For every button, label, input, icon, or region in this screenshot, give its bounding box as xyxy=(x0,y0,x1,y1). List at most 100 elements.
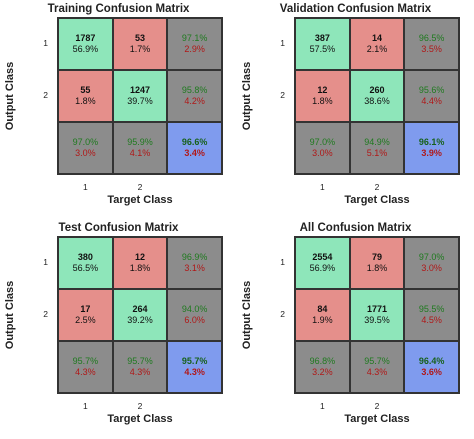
x-axis-label: Target Class xyxy=(344,413,410,425)
matrix-cell: 1787 56.9% xyxy=(58,18,113,70)
cell-percent: 1.8% xyxy=(312,96,333,106)
matrix-cell: 260 38.6% xyxy=(349,70,405,122)
confusion-matrix-panel: Training Confusion Matrix 1787 56.9% 53 1.7%… xyxy=(0,0,237,219)
cell-percent: 1.7% xyxy=(129,44,151,54)
cell-value: 96.4% xyxy=(418,356,445,366)
cell-value: 94.9% xyxy=(364,137,390,147)
cell-percent: 3.6% xyxy=(421,367,442,377)
confusion-matrix-panel: Validation Confusion Matrix 387 57.5% 14 2.1… xyxy=(237,0,474,219)
cell-value: 387 xyxy=(314,33,330,43)
cell-percent: 6.0% xyxy=(184,315,205,325)
matrix-cell: 95.7% 4.3% xyxy=(112,341,168,393)
matrix-cell: 264 39.2% xyxy=(112,289,168,341)
cell-percent: 4.3% xyxy=(184,367,205,377)
y-tick-label: 1 xyxy=(43,257,48,267)
matrix-cell: 12 1.8% xyxy=(295,70,350,122)
cell-value: 95.5% xyxy=(418,304,445,314)
y-axis-label-text: Output Class xyxy=(4,61,16,131)
x-tick-label: 1 xyxy=(319,401,325,411)
matrix-cell: 97.0% 3.0% xyxy=(58,122,113,174)
cell-value: 97.0% xyxy=(72,137,99,147)
x-axis-label: Target Class xyxy=(107,413,173,425)
cell-percent: 1.8% xyxy=(75,96,96,106)
x-tick-label: 2 xyxy=(137,401,143,411)
matrix-cell: 55 1.8% xyxy=(58,70,113,122)
x-tick-label: 1 xyxy=(82,401,88,411)
matrix-grid: 380 56.5% 12 1.8% 96.9% 3.1% 17 2.5% 264 39.2% 94.… xyxy=(57,236,223,394)
chart-title: Validation Confusion Matrix xyxy=(279,3,432,15)
cell-value: 95.9% xyxy=(127,137,153,147)
matrix-cell: 94.9% 5.1% xyxy=(349,122,405,174)
cell-percent: 4.2% xyxy=(184,96,205,106)
x-tick-label: 2 xyxy=(137,182,143,192)
matrix-cell: 97.1% 2.9% xyxy=(167,18,222,70)
matrix-cell: 1771 39.5% xyxy=(349,289,405,341)
cell-value: 95.7% xyxy=(364,356,390,366)
matrix-cell: 1247 39.7% xyxy=(112,70,168,122)
cell-percent: 1.8% xyxy=(366,263,388,273)
cell-percent: 39.7% xyxy=(127,96,153,106)
cell-value: 12 xyxy=(317,85,328,95)
cell-value: 380 xyxy=(77,252,93,262)
cell-percent: 3.0% xyxy=(421,263,442,273)
cell-value: 95.8% xyxy=(181,85,208,95)
cell-percent: 39.2% xyxy=(127,315,153,325)
matrix-cell: 95.7% 4.3% xyxy=(58,341,113,393)
matrix-cell: 96.6% 3.4% xyxy=(167,122,222,174)
matrix-cell: 84 1.9% xyxy=(295,289,350,341)
cell-percent: 3.0% xyxy=(312,148,333,158)
cell-percent: 56.9% xyxy=(72,44,99,54)
cell-percent: 39.5% xyxy=(364,315,390,325)
y-axis-label-text: Output Class xyxy=(241,61,253,131)
y-tick-label: 1 xyxy=(280,257,285,267)
y-axis-label-text: Output Class xyxy=(4,280,16,350)
matrix-cell: 95.6% 4.4% xyxy=(404,70,459,122)
cell-value: 17 xyxy=(80,304,91,314)
cell-value: 95.7% xyxy=(72,356,99,366)
matrix-cell: 97.0% 3.0% xyxy=(295,122,350,174)
matrix-cell: 95.5% 4.5% xyxy=(404,289,459,341)
cell-percent: 4.5% xyxy=(421,315,442,325)
cell-percent: 57.5% xyxy=(309,44,336,54)
matrix-cell: 95.7% 4.3% xyxy=(167,341,222,393)
matrix-cell: 96.4% 3.6% xyxy=(404,341,459,393)
cell-percent: 2.5% xyxy=(75,315,96,325)
cell-value: 97.0% xyxy=(309,137,336,147)
chart-title: Training Confusion Matrix xyxy=(47,3,190,15)
confusion-matrix-panel: All Confusion Matrix 2554 56.9% 79 1.8% 97.0%… xyxy=(237,219,474,438)
cell-percent: 4.4% xyxy=(421,96,442,106)
cell-value: 1247 xyxy=(129,85,150,95)
cell-value: 14 xyxy=(371,33,382,43)
cell-value: 1787 xyxy=(75,33,96,43)
cell-value: 97.1% xyxy=(181,33,208,43)
cell-value: 96.9% xyxy=(181,252,208,262)
matrix-cell: 96.1% 3.9% xyxy=(404,122,459,174)
cell-value: 95.7% xyxy=(181,356,208,366)
matrix-cell: 96.5% 3.5% xyxy=(404,18,459,70)
x-tick-label: 1 xyxy=(82,182,88,192)
cell-value: 1771 xyxy=(366,304,387,314)
chart-title: Test Confusion Matrix xyxy=(58,222,179,234)
y-tick-label: 2 xyxy=(43,90,48,100)
matrix-cell: 95.7% 4.3% xyxy=(349,341,405,393)
matrix-cell: 14 2.1% xyxy=(349,18,405,70)
cell-percent: 4.3% xyxy=(129,367,151,377)
cell-percent: 2.1% xyxy=(366,44,388,54)
cell-value: 95.7% xyxy=(127,356,153,366)
x-tick-label: 2 xyxy=(374,401,380,411)
cell-percent: 5.1% xyxy=(366,148,388,158)
cell-percent: 56.5% xyxy=(72,263,99,273)
y-tick-label: 2 xyxy=(280,90,285,100)
cell-percent: 3.9% xyxy=(421,148,442,158)
cell-percent: 4.1% xyxy=(129,148,151,158)
cell-value: 97.0% xyxy=(418,252,445,262)
y-axis-label-text: Output Class xyxy=(241,280,253,350)
cell-percent: 2.9% xyxy=(184,44,205,54)
matrix-grid: 1787 56.9% 53 1.7% 97.1% 2.9% 55 1.8% 1247 39.7% 9… xyxy=(57,17,223,175)
cell-percent: 3.5% xyxy=(421,44,442,54)
matrix-cell: 387 57.5% xyxy=(295,18,350,70)
y-tick-label: 1 xyxy=(43,38,48,48)
y-tick-label: 1 xyxy=(280,38,285,48)
cell-value: 94.0% xyxy=(181,304,208,314)
matrix-cell: 12 1.8% xyxy=(112,237,168,289)
